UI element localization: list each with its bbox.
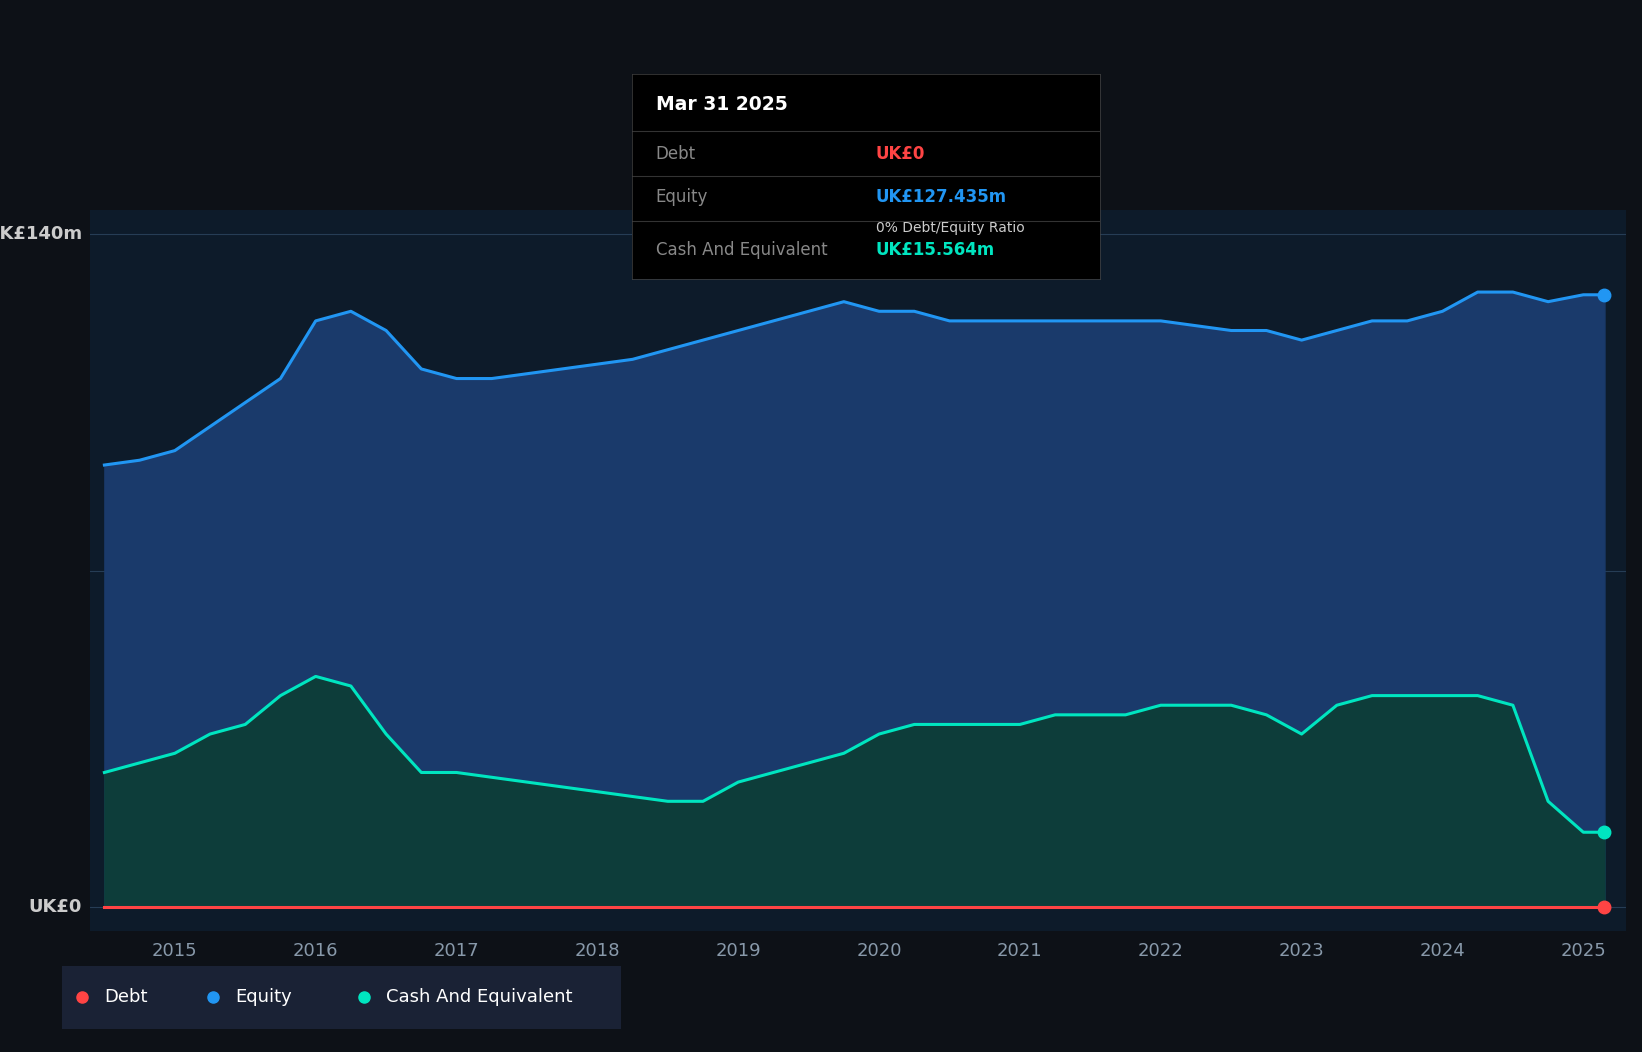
Text: Equity: Equity [655,187,708,206]
Text: UK£0: UK£0 [875,144,924,163]
Text: UK£15.564m: UK£15.564m [875,241,995,259]
Text: Cash And Equivalent: Cash And Equivalent [655,241,828,259]
Text: Mar 31 2025: Mar 31 2025 [655,95,787,114]
Text: Equity: Equity [235,988,292,1007]
Text: Debt: Debt [655,144,696,163]
Text: Debt: Debt [105,988,148,1007]
Text: UK£140m: UK£140m [0,225,82,243]
Text: 0% Debt/Equity Ratio: 0% Debt/Equity Ratio [875,221,1025,236]
Text: UK£127.435m: UK£127.435m [875,187,1007,206]
Text: Cash And Equivalent: Cash And Equivalent [386,988,573,1007]
Text: UK£0: UK£0 [28,898,82,916]
